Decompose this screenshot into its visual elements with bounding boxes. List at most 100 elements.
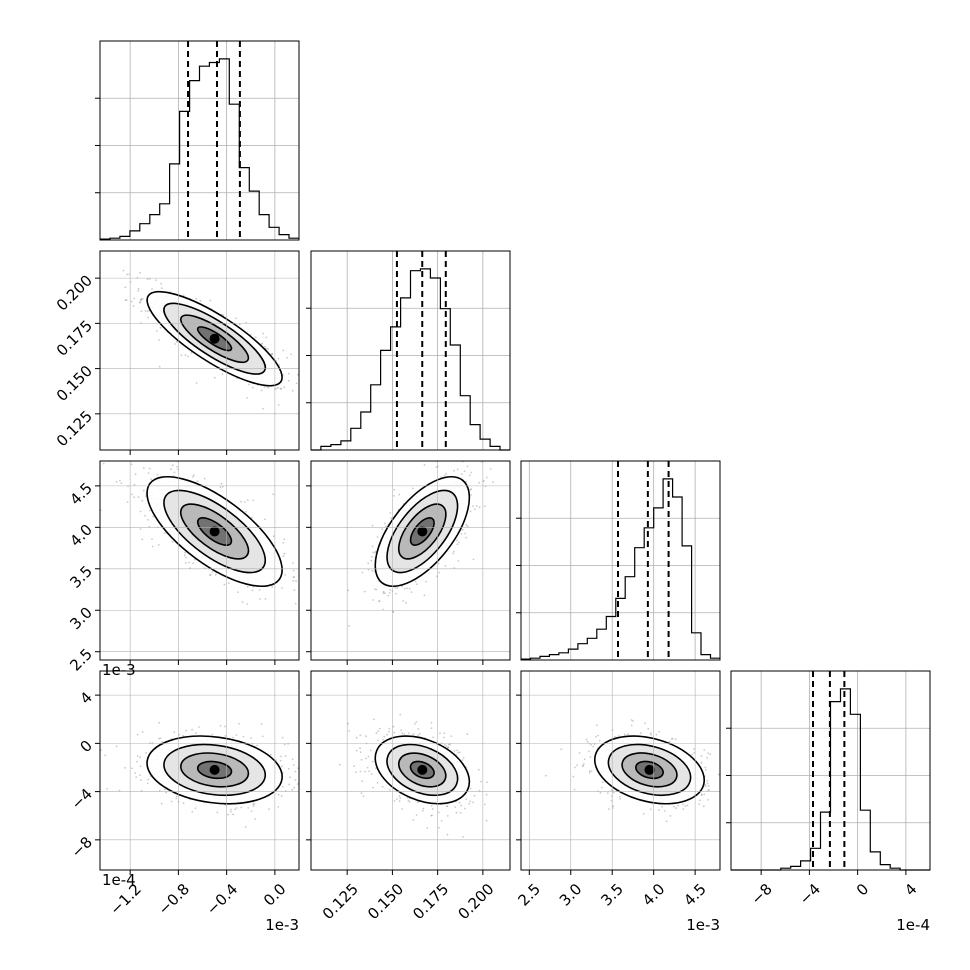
sample-point	[706, 782, 709, 785]
sample-point	[585, 738, 588, 741]
sample-point	[398, 493, 401, 496]
sample-point	[360, 792, 363, 795]
sample-point	[220, 482, 223, 485]
sample-point	[368, 770, 370, 773]
sample-point	[279, 387, 282, 390]
sample-point	[209, 573, 212, 576]
x-tick-label: 0.175	[409, 880, 452, 923]
sample-point	[423, 594, 426, 597]
sample-point	[293, 576, 296, 578]
sample-point	[417, 728, 420, 730]
sample-point	[453, 750, 456, 752]
sample-point	[158, 737, 160, 740]
sample-point	[133, 496, 136, 499]
sample-point	[126, 501, 129, 503]
sample-point	[619, 798, 622, 800]
sample-point	[478, 789, 481, 792]
sample-point	[560, 748, 563, 751]
x-tick-label: 0	[853, 880, 872, 899]
sample-point	[158, 339, 161, 341]
sample-point	[384, 592, 386, 595]
sample-point	[431, 814, 433, 817]
sample-point	[115, 481, 118, 483]
y-tick-label: 4.0	[66, 521, 96, 551]
axes-frame	[99, 460, 300, 661]
sample-point	[438, 571, 441, 574]
x-tick-label: −0.4	[203, 880, 241, 918]
histogram-step	[731, 688, 930, 871]
sample-point	[160, 802, 163, 805]
density-peak	[209, 333, 220, 344]
sample-point	[283, 538, 286, 541]
sample-point	[706, 756, 708, 759]
sample-point	[544, 774, 547, 777]
sample-point	[393, 800, 396, 802]
sample-point	[359, 747, 361, 750]
sample-point	[702, 805, 705, 808]
sample-point	[286, 356, 288, 359]
sample-point	[224, 735, 227, 737]
sample-point	[414, 722, 416, 725]
sample-point	[576, 764, 578, 766]
sample-point	[378, 600, 381, 602]
sample-point	[280, 387, 283, 390]
sample-point	[252, 803, 255, 806]
sample-point	[283, 552, 286, 555]
sample-point	[227, 582, 230, 584]
panel-2-1	[306, 460, 511, 665]
axes-frame	[730, 670, 931, 871]
sample-point	[630, 724, 633, 727]
x-tick-label: 3.5	[597, 880, 627, 910]
sample-point	[124, 766, 126, 769]
sample-point	[281, 736, 284, 739]
sample-point	[670, 738, 673, 740]
sample-point	[401, 732, 404, 735]
sample-point	[338, 763, 341, 766]
sample-point	[465, 798, 468, 801]
sample-point	[452, 550, 455, 553]
sample-point	[280, 795, 283, 797]
sample-point	[475, 505, 478, 507]
sample-point	[219, 725, 222, 727]
sample-point	[347, 722, 349, 725]
sample-point	[600, 786, 603, 789]
sample-point	[250, 516, 253, 519]
sample-point	[195, 382, 198, 384]
sample-point	[268, 808, 270, 810]
sample-point	[468, 474, 471, 477]
panel-3-2	[516, 670, 721, 875]
sample-point	[139, 528, 142, 530]
sample-point	[590, 744, 593, 746]
sample-point	[271, 353, 274, 356]
sample-point	[611, 795, 613, 797]
sample-point	[703, 793, 706, 796]
sample-point	[184, 354, 187, 356]
y-tick-label: 2.5	[66, 645, 96, 675]
sample-point	[422, 807, 425, 810]
sample-point	[347, 589, 350, 592]
sample-point	[375, 588, 378, 591]
sample-point	[655, 733, 658, 736]
y-tick-label: 3.0	[66, 604, 96, 634]
sample-point	[405, 602, 407, 604]
sample-point	[277, 806, 280, 808]
sample-point	[284, 755, 287, 757]
sample-point	[264, 518, 266, 521]
y-tick-label: 0.125	[53, 407, 96, 450]
sample-point	[313, 410, 315, 412]
sample-point	[432, 736, 435, 739]
sample-point	[650, 733, 652, 736]
sample-point	[632, 720, 634, 722]
sample-point	[146, 278, 149, 281]
sample-point	[375, 732, 378, 735]
sample-point	[599, 791, 602, 794]
sample-point	[272, 535, 275, 538]
sample-point	[187, 355, 189, 358]
sample-point	[473, 794, 476, 797]
sample-point	[367, 568, 370, 571]
sample-point	[378, 600, 380, 603]
sample-point	[244, 826, 247, 828]
sample-point	[102, 462, 105, 465]
sample-point	[717, 773, 720, 776]
sample-point	[598, 739, 601, 742]
